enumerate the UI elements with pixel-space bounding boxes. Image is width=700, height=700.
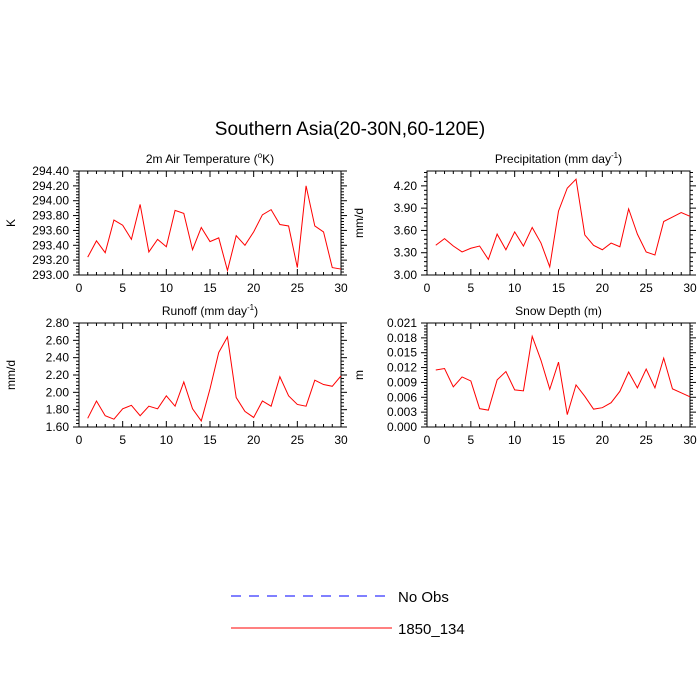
- x-tick-label: 30: [683, 281, 697, 295]
- panel-title: 2m Air Temperature (oK): [146, 151, 274, 166]
- x-tick-label: 20: [596, 281, 610, 295]
- legend-label: 1850_134: [398, 621, 465, 638]
- y-tick-label: 293.80: [32, 209, 69, 223]
- x-tick-label: 25: [639, 433, 653, 447]
- y-axis-label: mm/d: [4, 360, 18, 390]
- y-tick-label: 1.80: [46, 403, 70, 417]
- y-tick-label: 0.003: [387, 405, 417, 419]
- x-tick-label: 20: [247, 433, 261, 447]
- y-tick-label: 3.30: [394, 246, 418, 260]
- series-line-precipitation: [435, 178, 691, 269]
- y-tick-label: 294.40: [32, 164, 69, 178]
- y-tick-label: 3.90: [394, 201, 418, 215]
- plot-frame: [426, 322, 691, 428]
- x-tick-label: 5: [119, 433, 126, 447]
- panel-title: Runoff (mm day-1): [162, 303, 258, 318]
- y-tick-label: 294.20: [32, 179, 69, 193]
- y-tick-label: 294.00: [32, 194, 69, 208]
- panel-title: Snow Depth (m): [515, 304, 602, 318]
- x-tick-label: 15: [552, 281, 566, 295]
- y-tick-label: 1.60: [46, 420, 70, 434]
- y-tick-label: 2.20: [46, 368, 70, 382]
- y-tick-label: 4.20: [394, 179, 418, 193]
- panel-precipitation: Precipitation (mm day-1) mm/d 0 5 10 15 20 25 30…: [352, 151, 697, 295]
- y-tick-label: 293.60: [32, 223, 69, 237]
- x-tick-label: 30: [683, 433, 697, 447]
- x-tick-label: 20: [247, 281, 261, 295]
- y-tick-label: 3.00: [394, 268, 418, 282]
- x-tick-label: 0: [424, 281, 431, 295]
- panel-title: Precipitation (mm day-1): [495, 151, 622, 166]
- x-tick-label: 30: [334, 281, 348, 295]
- y-tick-label: 293.20: [32, 253, 69, 267]
- legend-label: No Obs: [398, 589, 449, 606]
- series-line-snow-depth: [435, 334, 691, 415]
- x-tick-label: 10: [160, 433, 174, 447]
- y-tick-label: 2.60: [46, 333, 70, 347]
- y-tick-label: 0.000: [387, 420, 417, 434]
- x-tick-label: 25: [639, 281, 653, 295]
- x-tick-label: 10: [160, 281, 174, 295]
- y-tick-label: 0.015: [387, 346, 417, 360]
- y-tick-label: 293.00: [32, 268, 69, 282]
- y-tick-label: 2.00: [46, 385, 70, 399]
- x-tick-label: 0: [76, 281, 83, 295]
- y-axis-label: m: [352, 370, 366, 380]
- x-tick-label: 30: [334, 433, 348, 447]
- panel-runoff: Runoff (mm day-1) mm/d 0 5 10 15 20 25 30 1.60 1.8…: [4, 303, 348, 447]
- y-tick-label: 0.012: [387, 361, 417, 375]
- y-tick-label: 0.021: [387, 316, 417, 330]
- series-line-air-temperature: [87, 185, 342, 273]
- x-tick-label: 10: [508, 433, 522, 447]
- x-tick-label: 25: [291, 281, 305, 295]
- y-tick-label: 0.006: [387, 390, 417, 404]
- x-tick-label: 15: [203, 281, 217, 295]
- y-tick-label: 293.40: [32, 238, 69, 252]
- figure-title: Southern Asia(20-30N,60-120E): [215, 119, 485, 140]
- series-line-runoff: [87, 335, 342, 423]
- y-axis-label: mm/d: [352, 208, 366, 238]
- x-tick-label: 10: [508, 281, 522, 295]
- x-tick-label: 0: [424, 433, 431, 447]
- panel-air-temperature: 2m Air Temperature (oK) K 0 5 10 15 20 25 30 293.…: [4, 151, 348, 295]
- y-tick-label: 0.009: [387, 375, 417, 389]
- plot-frame: [78, 322, 342, 428]
- legend: No Obs 1850_134: [231, 589, 465, 638]
- x-tick-label: 0: [76, 433, 83, 447]
- panel-snow-depth: Snow Depth (m)m0 5 10 15 20 25 300.0000.0030.0…: [352, 304, 697, 447]
- y-tick-label: 2.80: [46, 316, 70, 330]
- x-tick-label: 15: [203, 433, 217, 447]
- y-axis-label: K: [4, 219, 18, 227]
- x-tick-label: 5: [119, 281, 126, 295]
- x-tick-label: 20: [596, 433, 610, 447]
- x-tick-label: 25: [291, 433, 305, 447]
- plot-frame: [426, 170, 691, 276]
- x-tick-label: 5: [467, 433, 474, 447]
- y-tick-label: 0.018: [387, 331, 417, 345]
- x-tick-label: 5: [467, 281, 474, 295]
- x-tick-label: 15: [552, 433, 566, 447]
- y-tick-label: 3.60: [394, 223, 418, 237]
- y-tick-label: 2.40: [46, 351, 70, 365]
